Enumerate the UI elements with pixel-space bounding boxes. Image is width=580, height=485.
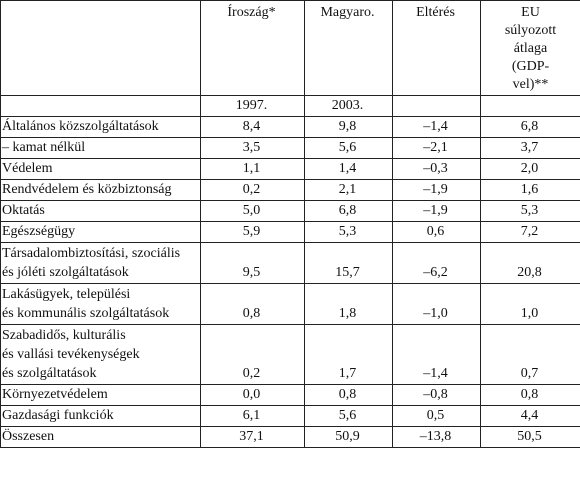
table-row: Gazdasági funkciók 6,1 5,6 0,5 4,4 bbox=[0, 405, 580, 427]
value-hungary: 15,7 bbox=[304, 242, 393, 284]
value-eu-average: 4,4 bbox=[480, 405, 580, 427]
total-eu-average: 50,5 bbox=[480, 426, 580, 448]
value-ireland: 3,5 bbox=[200, 137, 305, 159]
table-row: Környezetvédelem 0,0 0,8 –0,8 0,8 bbox=[0, 384, 580, 406]
row-label: Lakásügyek, települési és kommunális szo… bbox=[0, 283, 201, 325]
value-hungary: 9,8 bbox=[304, 116, 393, 138]
value-difference: –1,9 bbox=[392, 200, 481, 222]
table-row: Egészségügy 5,9 5,3 0,6 7,2 bbox=[0, 221, 580, 243]
table-row: Általános közszolgáltatások 8,4 9,8 –1,4… bbox=[0, 116, 580, 138]
total-row: Összesen 37,1 50,9 –13,8 50,5 bbox=[0, 426, 580, 448]
table-row: – kamat nélkül 3,5 5,6 –2,1 3,7 bbox=[0, 137, 580, 159]
header-row: Íroszág* Magyaro. Eltérés EU súlyozott á… bbox=[0, 0, 580, 96]
value-eu-average: 7,2 bbox=[480, 221, 580, 243]
total-hungary: 50,9 bbox=[304, 426, 393, 448]
value-ireland: 0,2 bbox=[200, 324, 305, 385]
value-hungary: 0,8 bbox=[304, 384, 393, 406]
value-eu-average: 0,8 bbox=[480, 384, 580, 406]
value-hungary: 5,6 bbox=[304, 405, 393, 427]
table-row: Lakásügyek, települési és kommunális szo… bbox=[0, 283, 580, 325]
header-hungary: Magyaro. bbox=[304, 0, 393, 96]
value-difference: –0,8 bbox=[392, 384, 481, 406]
table-row: Szabadidős, kulturális és vallási tevéke… bbox=[0, 324, 580, 385]
value-ireland: 5,0 bbox=[200, 200, 305, 222]
year-row: 1997. 2003. bbox=[0, 95, 580, 117]
table-row: Rendvédelem és közbiztonság 0,2 2,1 –1,9… bbox=[0, 179, 580, 201]
value-eu-average: 3,7 bbox=[480, 137, 580, 159]
row-label: Társadalombiztosítási, szociális és jólé… bbox=[0, 242, 201, 284]
row-label: Védelem bbox=[0, 158, 201, 180]
value-ireland: 0,2 bbox=[200, 179, 305, 201]
value-eu-average: 0,7 bbox=[480, 324, 580, 385]
row-label: Szabadidős, kulturális és vallási tevéke… bbox=[0, 324, 201, 385]
value-difference: 0,5 bbox=[392, 405, 481, 427]
value-difference: –1,0 bbox=[392, 283, 481, 325]
value-difference: –2,1 bbox=[392, 137, 481, 159]
value-ireland: 8,4 bbox=[200, 116, 305, 138]
row-label: Rendvédelem és közbiztonság bbox=[0, 179, 201, 201]
value-hungary: 5,3 bbox=[304, 221, 393, 243]
expenditure-comparison-table: Íroszág* Magyaro. Eltérés EU súlyozott á… bbox=[0, 0, 580, 448]
value-difference: –6,2 bbox=[392, 242, 481, 284]
value-difference: –0,3 bbox=[392, 158, 481, 180]
value-hungary: 1,8 bbox=[304, 283, 393, 325]
value-hungary: 1,7 bbox=[304, 324, 393, 385]
value-difference: –1,4 bbox=[392, 116, 481, 138]
value-eu-average: 1,0 bbox=[480, 283, 580, 325]
table-row: Társadalombiztosítási, szociális és jólé… bbox=[0, 242, 580, 284]
header-difference: Eltérés bbox=[392, 0, 481, 96]
value-ireland: 0,8 bbox=[200, 283, 305, 325]
value-eu-average: 5,3 bbox=[480, 200, 580, 222]
value-ireland: 1,1 bbox=[200, 158, 305, 180]
header-corner-cell bbox=[0, 0, 201, 96]
year-empty-cell bbox=[392, 95, 481, 117]
row-label: – kamat nélkül bbox=[0, 137, 201, 159]
total-difference: –13,8 bbox=[392, 426, 481, 448]
value-ireland: 0,0 bbox=[200, 384, 305, 406]
value-hungary: 1,4 bbox=[304, 158, 393, 180]
row-label: Környezetvédelem bbox=[0, 384, 201, 406]
row-label: Egészségügy bbox=[0, 221, 201, 243]
total-label: Összesen bbox=[0, 426, 201, 448]
table-row: Védelem 1,1 1,4 –0,3 2,0 bbox=[0, 158, 580, 180]
year-row-corner bbox=[0, 95, 201, 117]
row-label: Általános közszolgáltatások bbox=[0, 116, 201, 138]
header-eu-average: EU súlyozott átlaga (GDP-vel)** bbox=[480, 0, 580, 96]
value-difference: 0,6 bbox=[392, 221, 481, 243]
value-hungary: 6,8 bbox=[304, 200, 393, 222]
row-label: Gazdasági funkciók bbox=[0, 405, 201, 427]
header-ireland: Íroszág* bbox=[200, 0, 305, 96]
value-eu-average: 1,6 bbox=[480, 179, 580, 201]
value-difference: –1,4 bbox=[392, 324, 481, 385]
value-ireland: 6,1 bbox=[200, 405, 305, 427]
year-ireland: 1997. bbox=[200, 95, 305, 117]
value-eu-average: 20,8 bbox=[480, 242, 580, 284]
value-eu-average: 6,8 bbox=[480, 116, 580, 138]
value-hungary: 2,1 bbox=[304, 179, 393, 201]
table-row: Oktatás 5,0 6,8 –1,9 5,3 bbox=[0, 200, 580, 222]
value-eu-average: 2,0 bbox=[480, 158, 580, 180]
value-hungary: 5,6 bbox=[304, 137, 393, 159]
value-ireland: 5,9 bbox=[200, 221, 305, 243]
value-ireland: 9,5 bbox=[200, 242, 305, 284]
value-difference: –1,9 bbox=[392, 179, 481, 201]
year-hungary: 2003. bbox=[304, 95, 393, 117]
total-ireland: 37,1 bbox=[200, 426, 305, 448]
row-label: Oktatás bbox=[0, 200, 201, 222]
year-empty-cell bbox=[480, 95, 580, 117]
